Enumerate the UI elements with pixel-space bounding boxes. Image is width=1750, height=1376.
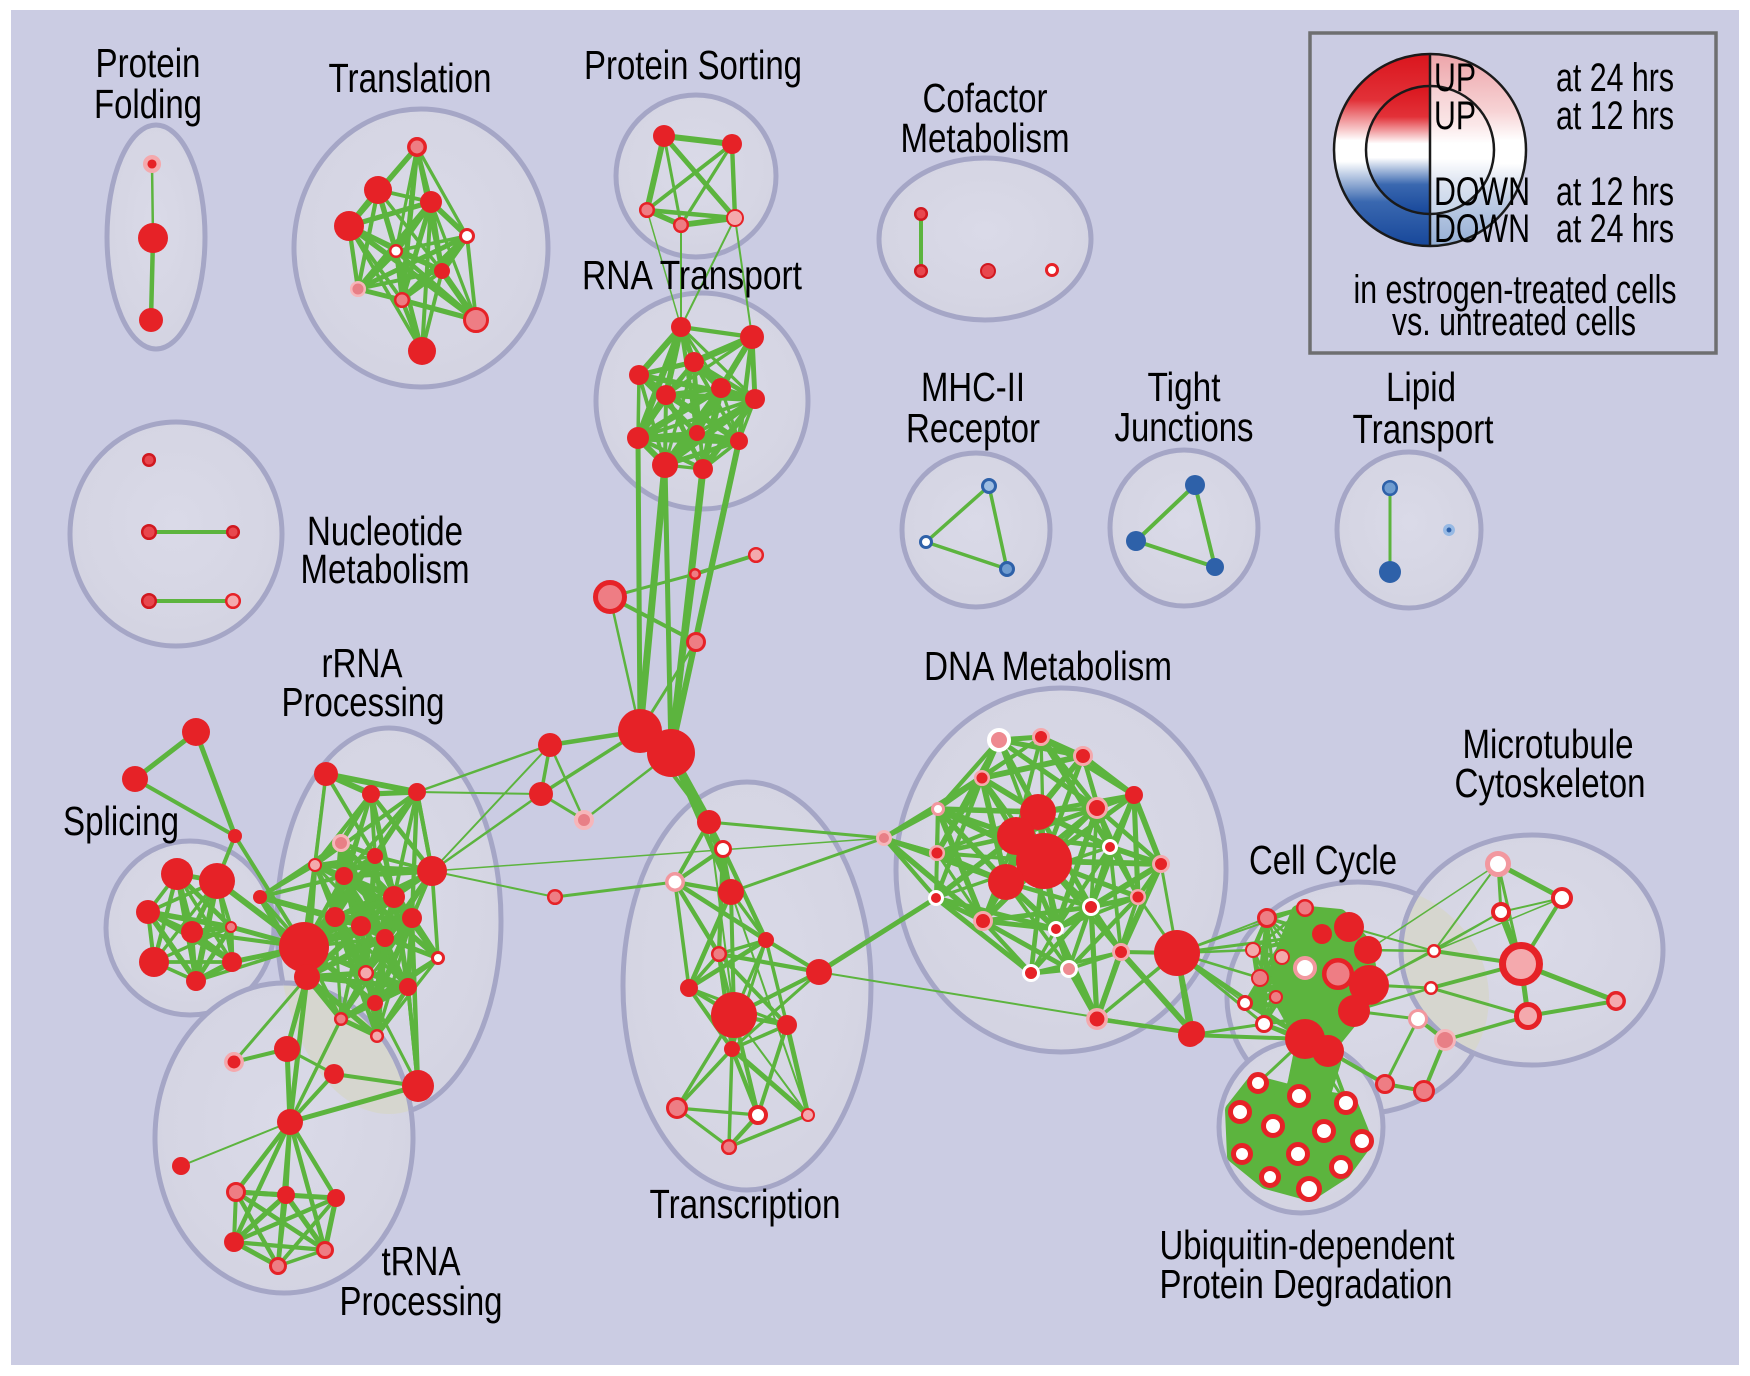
svg-text:Transport: Transport — [1353, 406, 1494, 452]
svg-text:Folding: Folding — [94, 81, 202, 127]
svg-text:Microtubule: Microtubule — [1463, 721, 1634, 767]
svg-text:Protein Sorting: Protein Sorting — [584, 42, 802, 88]
svg-text:Junctions: Junctions — [1115, 404, 1254, 450]
svg-text:Ubiquitin-dependent: Ubiquitin-dependent — [1160, 1222, 1455, 1268]
svg-text:vs. untreated cells: vs. untreated cells — [1392, 300, 1636, 344]
svg-text:RNA Transport: RNA Transport — [582, 252, 802, 298]
svg-text:tRNA: tRNA — [382, 1238, 462, 1284]
svg-text:at 12 hrs: at 12 hrs — [1556, 94, 1674, 138]
svg-text:Protein Degradation: Protein Degradation — [1160, 1261, 1453, 1307]
svg-text:Metabolism: Metabolism — [901, 115, 1070, 161]
svg-text:UP: UP — [1434, 56, 1476, 100]
svg-text:at 12 hrs: at 12 hrs — [1556, 170, 1674, 214]
svg-text:Transcription: Transcription — [650, 1181, 841, 1227]
svg-text:at 24 hrs: at 24 hrs — [1556, 56, 1674, 100]
svg-text:Splicing: Splicing — [63, 798, 179, 844]
svg-text:Cofactor: Cofactor — [923, 75, 1048, 121]
svg-text:DNA Metabolism: DNA Metabolism — [924, 643, 1172, 689]
svg-text:Protein: Protein — [96, 40, 201, 86]
svg-text:MHC-II: MHC-II — [921, 364, 1025, 410]
svg-text:Cytoskeleton: Cytoskeleton — [1455, 760, 1646, 806]
svg-text:UP: UP — [1434, 94, 1476, 138]
svg-text:Receptor: Receptor — [906, 405, 1040, 451]
svg-text:rRNA: rRNA — [322, 640, 404, 686]
svg-text:at 24 hrs: at 24 hrs — [1556, 207, 1674, 251]
svg-text:Nucleotide: Nucleotide — [307, 508, 463, 554]
svg-text:Processing: Processing — [282, 679, 445, 725]
svg-text:Metabolism: Metabolism — [301, 546, 470, 592]
svg-text:DOWN: DOWN — [1434, 207, 1530, 251]
svg-text:DOWN: DOWN — [1434, 170, 1530, 214]
svg-text:Translation: Translation — [329, 55, 492, 101]
svg-text:Tight: Tight — [1148, 364, 1221, 410]
svg-text:Lipid: Lipid — [1386, 364, 1456, 410]
svg-text:Processing: Processing — [340, 1278, 503, 1324]
svg-text:in estrogen-treated cells: in estrogen-treated cells — [1354, 268, 1677, 312]
svg-text:Cell Cycle: Cell Cycle — [1249, 837, 1397, 883]
